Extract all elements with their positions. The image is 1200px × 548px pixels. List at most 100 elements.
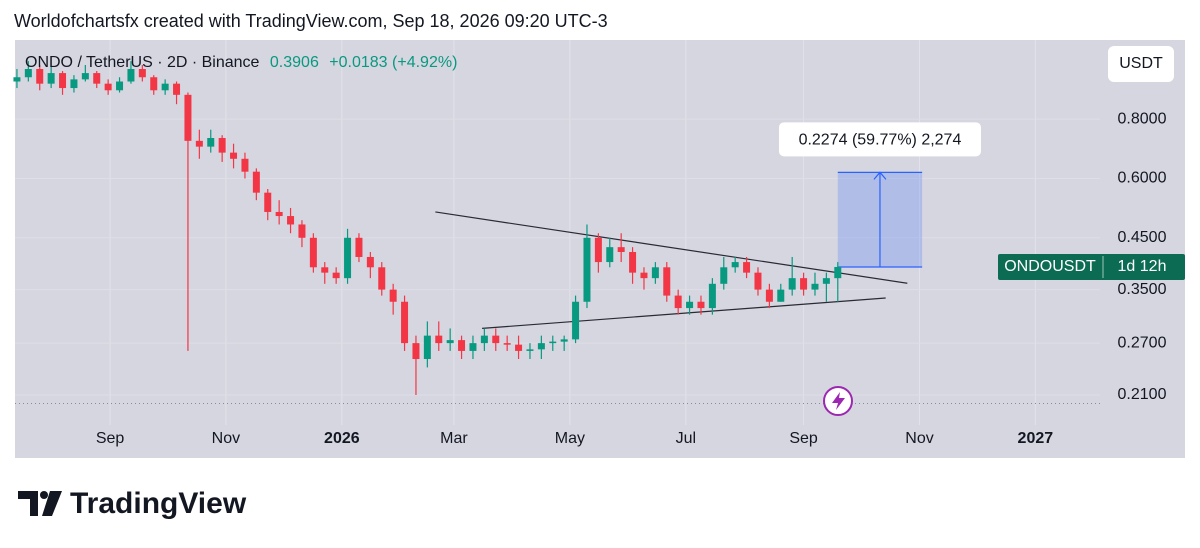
candle-body xyxy=(150,77,158,91)
candle-body xyxy=(435,335,443,344)
currency-button[interactable] xyxy=(1108,46,1174,82)
currency: USDT xyxy=(1119,55,1163,72)
candle-body xyxy=(811,283,819,290)
candle-body xyxy=(344,237,352,279)
candle-body xyxy=(93,73,101,84)
candle-body xyxy=(629,252,637,273)
candle-body xyxy=(36,69,44,84)
candle-body xyxy=(195,140,203,147)
candle-body xyxy=(446,340,454,344)
x-tick-label: Sep xyxy=(789,430,818,447)
candle-body xyxy=(241,158,249,172)
x-tick-label: Mar xyxy=(440,430,468,447)
candle-body xyxy=(640,272,648,279)
candle-body xyxy=(366,256,374,268)
candle-body xyxy=(458,340,466,351)
candle-body xyxy=(651,267,659,279)
candle-body xyxy=(309,237,317,268)
x-tick-label: May xyxy=(555,430,585,447)
alert-icon xyxy=(823,386,853,416)
x-tick-label: 2026 xyxy=(324,430,360,447)
candle-body xyxy=(264,192,272,212)
candle-body xyxy=(412,343,420,360)
candle-body xyxy=(743,262,751,273)
candle-body xyxy=(800,278,808,290)
candle-body xyxy=(708,283,716,309)
candle-body xyxy=(822,278,830,284)
candle-body xyxy=(389,289,397,302)
x-tick-label: Nov xyxy=(212,430,240,447)
last-price: 0.3906 xyxy=(270,54,319,71)
measure-label: 0.2274 (59.77%) 2,274 xyxy=(799,132,962,149)
candle-body xyxy=(13,77,21,82)
change: +0.0183 (+4.92%) xyxy=(329,54,457,71)
candle-body xyxy=(138,69,146,78)
candle-body xyxy=(594,237,602,263)
logo xyxy=(18,491,62,516)
measure-arrow xyxy=(873,171,887,267)
candle-body xyxy=(834,266,842,279)
candle-body xyxy=(47,73,55,84)
candle-body xyxy=(606,247,614,263)
candle-body xyxy=(469,343,477,351)
candle-body xyxy=(526,349,534,351)
x-tick-label: Sep xyxy=(96,430,125,447)
candle-body xyxy=(777,289,785,302)
candle-body xyxy=(161,83,169,91)
plot: Sep Nov 2026 Mar May Jul Sep Nov 2027 0.8000 0.600… xyxy=(13,40,1167,447)
candle-body xyxy=(674,295,682,309)
candle-body xyxy=(127,69,135,82)
x-tick-label: Jul xyxy=(676,430,696,447)
candle-body xyxy=(788,278,796,290)
candle-body xyxy=(218,137,226,153)
candle-body xyxy=(173,83,181,95)
candle-body xyxy=(81,73,89,80)
candle-body xyxy=(492,335,500,344)
x-tick-label: 2027 xyxy=(1018,430,1054,447)
candle-body xyxy=(287,216,295,225)
candle-body xyxy=(515,344,523,351)
candle-body xyxy=(697,301,705,309)
candle-body xyxy=(298,224,306,238)
price-tag-symbol: ONDOUSDT xyxy=(1004,258,1096,275)
candle-body xyxy=(754,272,762,290)
candle-body xyxy=(503,343,511,345)
trendline xyxy=(482,297,886,329)
x-tick-label: Nov xyxy=(905,430,933,447)
candle-body xyxy=(116,81,124,91)
candle-body xyxy=(560,339,568,342)
symbol-title: ONDO / TetherUS · 2D · Binance xyxy=(25,54,260,71)
y-tick-label: 0.3500 xyxy=(1118,281,1167,298)
candle-body xyxy=(663,267,671,296)
candle-body xyxy=(765,289,773,302)
candle-body xyxy=(617,247,625,253)
candle-body xyxy=(275,211,283,217)
candle-body xyxy=(59,73,67,89)
candle-body xyxy=(378,267,386,290)
candle-body xyxy=(720,267,728,284)
y-tick-label: 0.6000 xyxy=(1118,170,1167,187)
measure-label-box xyxy=(778,122,981,157)
candle-body xyxy=(686,301,694,309)
credit: Worldofchartsfx created with TradingView… xyxy=(14,11,608,31)
y-tick-label: 0.4500 xyxy=(1118,229,1167,246)
candle-body xyxy=(104,83,112,91)
candle-body xyxy=(207,137,215,147)
candle-body xyxy=(24,69,32,78)
candle-body xyxy=(537,343,545,350)
candle-body xyxy=(583,237,591,302)
candle-body xyxy=(401,301,409,344)
candle-body xyxy=(70,79,78,89)
trendline xyxy=(435,211,908,284)
candle-body xyxy=(572,301,580,340)
y-tick-label: 0.8000 xyxy=(1118,110,1167,127)
price-tag xyxy=(998,253,1185,280)
candle-body xyxy=(332,272,340,279)
candle-body xyxy=(549,341,557,344)
y-tick-label: 0.2700 xyxy=(1118,334,1167,351)
candle-body xyxy=(184,94,192,141)
candle-body xyxy=(321,267,329,273)
candle-body xyxy=(480,335,488,344)
legend: ONDO / TetherUS · 2D · Binance 0.3906 +0… xyxy=(25,54,457,71)
